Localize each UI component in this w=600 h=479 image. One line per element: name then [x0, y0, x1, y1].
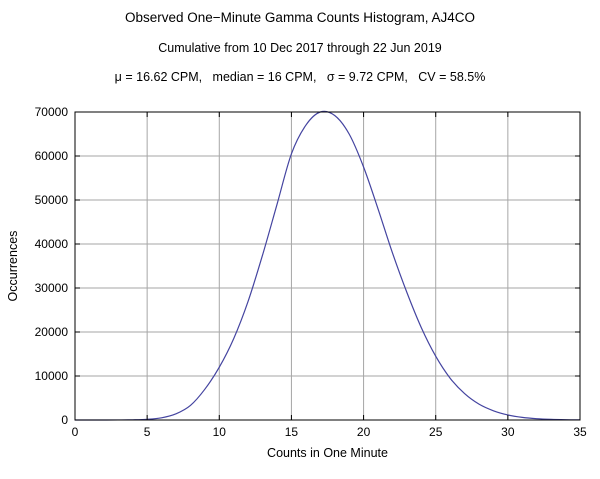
x-tick-label: 20 [357, 425, 371, 439]
x-tick-label: 35 [573, 425, 587, 439]
x-tick-label: 10 [213, 425, 227, 439]
y-tick-label: 30000 [35, 281, 69, 295]
chart-stats-line: μ = 16.62 CPM, median = 16 CPM, σ = 9.72… [114, 70, 486, 84]
chart-subtitle: Cumulative from 10 Dec 2017 through 22 J… [158, 41, 442, 55]
y-axis-label: Occurrences [6, 230, 20, 302]
x-tick-label: 30 [501, 425, 515, 439]
y-tick-label: 20000 [35, 325, 69, 339]
x-tick-label: 25 [429, 425, 443, 439]
plot-frame [74, 111, 581, 421]
chart-title: Observed One−Minute Gamma Counts Histogr… [124, 10, 476, 25]
y-tick-label: 60000 [35, 149, 69, 163]
y-tick-label: 0 [61, 413, 68, 427]
x-tick-label: 0 [72, 425, 79, 439]
x-tick-label: 15 [285, 425, 299, 439]
histogram-curve [74, 110, 581, 421]
y-tick-label: 70000 [35, 105, 69, 119]
y-tick-label: 50000 [35, 193, 69, 207]
x-tick-label: 5 [144, 425, 151, 439]
y-tick-label: 40000 [35, 237, 69, 251]
y-tick-label: 10000 [35, 369, 69, 383]
x-axis-label: Counts in One Minute [267, 446, 388, 460]
